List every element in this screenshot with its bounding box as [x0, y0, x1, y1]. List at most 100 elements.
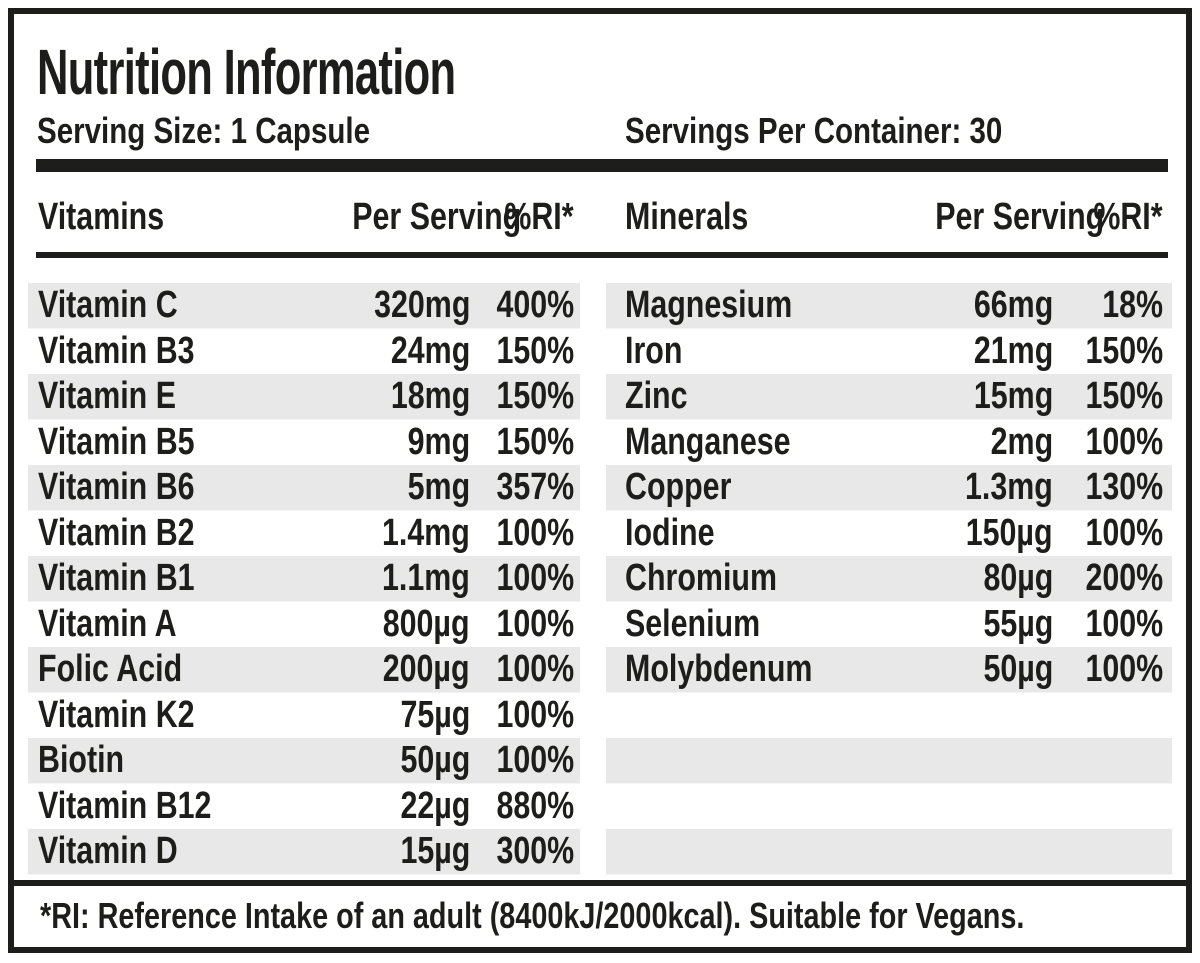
nutrient-amount: 5mg [407, 466, 470, 508]
nutrient-row: Vitamin B2 1.4mg 100% [28, 511, 580, 557]
nutrient-name: Vitamin C [38, 284, 178, 326]
nutrient-ri: 130% [1085, 466, 1163, 508]
nutrient-row: Vitamin B12 22µg 880% [28, 784, 580, 830]
nutrient-ri: 100% [496, 739, 574, 781]
nutrient-ri: 357% [496, 466, 574, 508]
nutrient-row: Molybdenum 50µg 100% [606, 647, 1172, 693]
nutrient-name: Iron [625, 329, 683, 372]
nutrient-ri: 100% [496, 602, 574, 645]
nutrient-row: Folic Acid 200µg 100% [28, 647, 580, 693]
nutrient-amount: 50µg [400, 739, 470, 781]
nutrient-name: Copper [625, 466, 732, 508]
nutrient-name: Vitamin B12 [38, 784, 212, 827]
ri-column-header-left: %RI* [504, 196, 574, 238]
label-title: Nutrition Information [37, 34, 652, 110]
vitamins-table: Vitamin C 320mg 400% Vitamin B3 24mg 150% Vita… [28, 283, 580, 875]
nutrient-name: Molybdenum [625, 648, 813, 690]
minerals-table: Magnesium 66mg 18% Iron 21mg 150% Zinc 15mg 150%… [606, 283, 1172, 875]
nutrient-ri: 150% [1085, 375, 1163, 417]
nutrient-amount: 18mg [390, 375, 470, 417]
nutrient-ri: 100% [1085, 648, 1163, 690]
nutrient-amount: 1.1mg [382, 557, 470, 599]
nutrient-ri: 100% [496, 693, 574, 736]
nutrient-name: Vitamin D [38, 830, 178, 872]
nutrient-ri: 400% [496, 284, 574, 326]
nutrient-amount: 1.4mg [382, 511, 470, 554]
nutrient-row: Iron 21mg 150% [606, 329, 1172, 375]
nutrient-ri: 200% [1085, 557, 1163, 599]
per-serving-column-header-left: Per Serving [352, 196, 522, 238]
nutrient-name: Magnesium [625, 284, 793, 326]
per-serving-column-header-right: Per Serving [935, 196, 1105, 238]
servings-per-container-text: Servings Per Container: 30 [625, 110, 1003, 151]
footnote: *RI: Reference Intake of an adult (8400k… [14, 886, 1186, 946]
nutrient-amount: 15µg [400, 830, 470, 872]
nutrient-ri: 100% [1085, 511, 1163, 554]
table-header-row: Vitamins Per Serving %RI* Minerals Per S… [14, 194, 1186, 240]
nutrient-name: Zinc [625, 375, 688, 417]
nutrient-ri: 100% [496, 648, 574, 690]
nutrient-name: Folic Acid [38, 648, 183, 690]
nutrient-row: Vitamin E 18mg 150% [28, 374, 580, 420]
nutrient-row: Zinc 15mg 150% [606, 374, 1172, 420]
nutrient-ri: 150% [496, 420, 574, 463]
label-title-text: Nutrition Information [37, 36, 456, 108]
header-underline [36, 252, 1168, 258]
servings-per-container: Servings Per Container: 30 [625, 108, 1085, 154]
nutrient-amount: 800µg [383, 602, 470, 645]
label-border-box: Nutrition Information Serving Size: 1 Ca… [8, 8, 1192, 953]
nutrient-name: Vitamin E [38, 375, 176, 417]
nutrient-amount: 9mg [407, 420, 470, 463]
nutrient-row: Vitamin B3 24mg 150% [28, 329, 580, 375]
thick-divider-bar [36, 159, 1168, 172]
nutrient-name: Iodine [625, 511, 715, 554]
nutrient-amount: 1.3mg [965, 466, 1053, 508]
minerals-header-group: Minerals Per Serving %RI* [606, 194, 1172, 240]
nutrient-row: Vitamin A 800µg 100% [28, 602, 580, 648]
nutrient-row: Vitamin B1 1.1mg 100% [28, 556, 580, 602]
nutrient-row: Vitamin B6 5mg 357% [28, 465, 580, 511]
nutrient-row: Iodine 150µg 100% [606, 511, 1172, 557]
nutrient-amount: 200µg [383, 648, 470, 690]
nutrient-ri: 150% [496, 375, 574, 417]
nutrient-row: Chromium 80µg 200% [606, 556, 1172, 602]
nutrient-name: Vitamin B5 [38, 420, 195, 463]
footnote-separator [14, 880, 1186, 886]
footnote-text: *RI: Reference Intake of an adult (8400k… [40, 895, 1025, 936]
nutrient-amount: 150µg [966, 511, 1053, 554]
nutrient-row: Biotin 50µg 100% [28, 738, 580, 784]
nutrient-row: Vitamin B5 9mg 150% [28, 420, 580, 466]
vitamins-column-header: Vitamins [38, 196, 165, 238]
nutrient-name: Manganese [625, 420, 791, 463]
nutrient-amount: 21mg [973, 329, 1053, 372]
nutrient-ri: 300% [496, 830, 574, 872]
nutrient-name: Vitamin B6 [38, 466, 195, 508]
nutrient-name: Selenium [625, 602, 761, 645]
nutrient-row: Magnesium 66mg 18% [606, 283, 1172, 329]
nutrient-row: Vitamin D 15µg 300% [28, 829, 580, 875]
nutrient-amount: 75µg [400, 693, 470, 736]
nutrient-amount: 320mg [373, 284, 470, 326]
ri-column-header-right: %RI* [1093, 196, 1163, 238]
serving-size-text: Serving Size: 1 Capsule [37, 110, 371, 151]
nutrient-row: Vitamin C 320mg 400% [28, 283, 580, 329]
nutrient-amount: 66mg [973, 284, 1053, 326]
nutrient-row: Copper 1.3mg 130% [606, 465, 1172, 511]
nutrient-ri: 18% [1102, 284, 1163, 326]
minerals-column-header: Minerals [625, 196, 749, 238]
nutrient-ri: 100% [496, 557, 574, 599]
nutrient-amount: 50µg [983, 648, 1053, 690]
nutrient-name: Vitamin B3 [38, 329, 195, 372]
nutrient-name: Biotin [38, 739, 125, 781]
nutrient-ri: 150% [1085, 329, 1163, 372]
nutrient-ri: 150% [496, 329, 574, 372]
nutrient-name: Vitamin B1 [38, 557, 195, 599]
nutrient-amount: 2mg [990, 420, 1053, 463]
nutrient-amount: 55µg [983, 602, 1053, 645]
nutrient-row: Selenium 55µg 100% [606, 602, 1172, 648]
nutrient-name: Vitamin B2 [38, 511, 195, 554]
nutrient-amount: 15mg [973, 375, 1053, 417]
nutrient-name: Vitamin A [38, 602, 177, 645]
serving-size: Serving Size: 1 Capsule [37, 108, 443, 154]
